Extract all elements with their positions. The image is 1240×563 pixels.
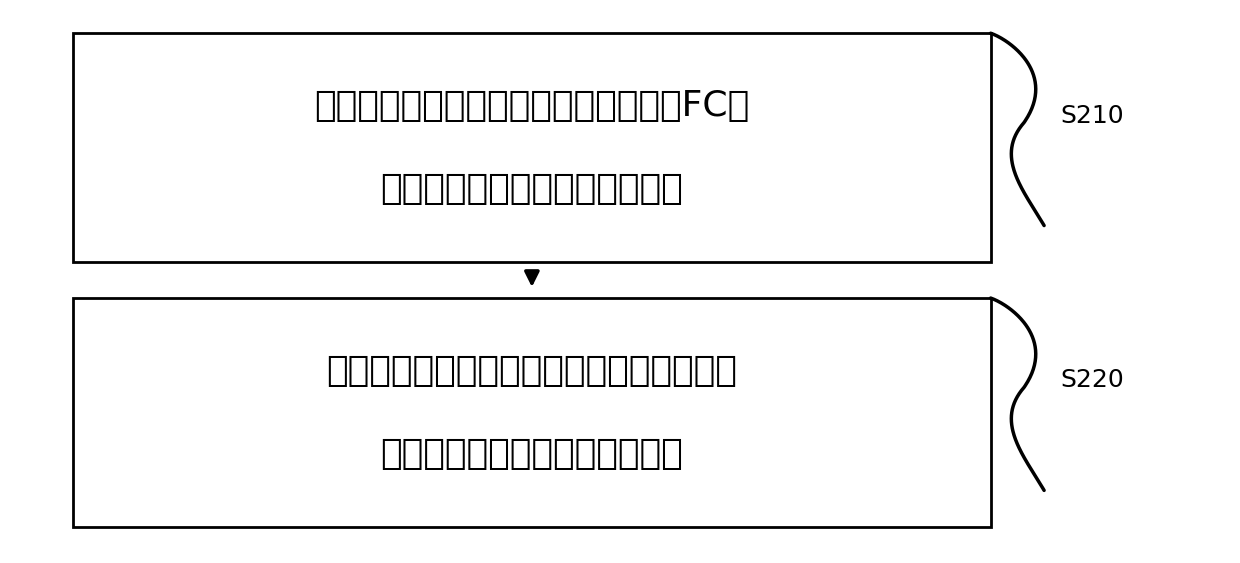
Bar: [73, 298, 991, 527]
Text: 障是否对前端业务主机产生影响: 障是否对前端业务主机产生影响: [381, 437, 683, 471]
Text: S220: S220: [1060, 368, 1125, 392]
Bar: [73, 33, 991, 262]
Text: 监测前端业务主机的运行状态，确定链路故: 监测前端业务主机的运行状态，确定链路故: [326, 354, 738, 388]
Text: 换机的操作，进行链路故障注入: 换机的操作，进行链路故障注入: [381, 172, 683, 206]
Text: 在达到设定的测试触发条件时，通过对FC交: 在达到设定的测试触发条件时，通过对FC交: [314, 90, 749, 123]
Text: S210: S210: [1060, 104, 1125, 128]
